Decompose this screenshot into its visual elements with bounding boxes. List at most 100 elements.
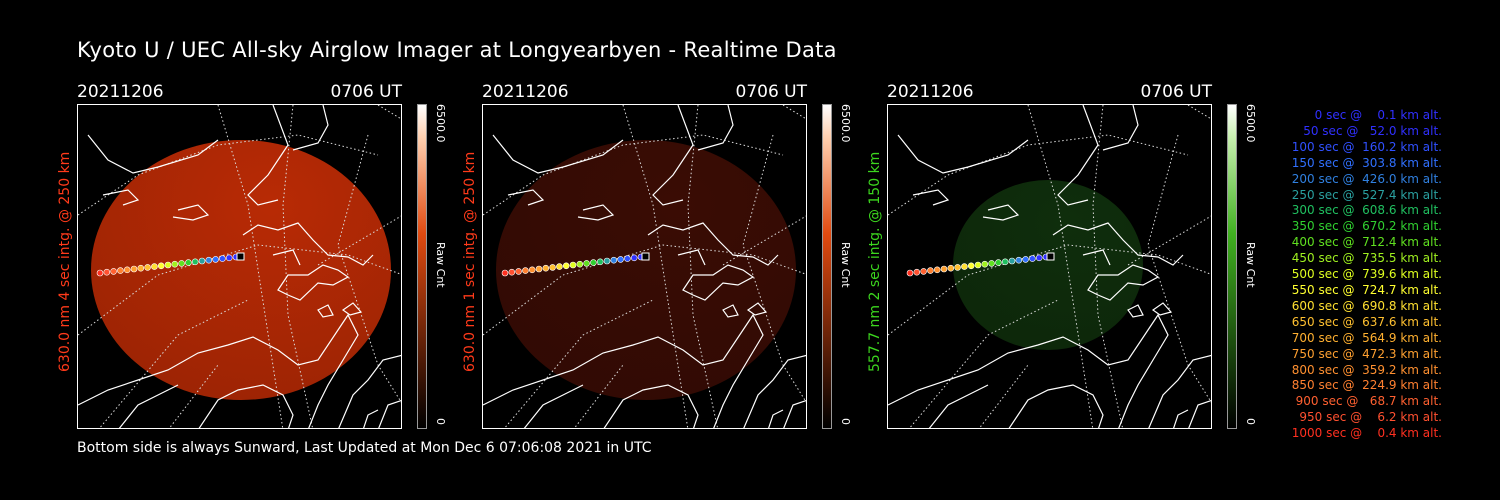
trajectory-point	[988, 260, 995, 267]
trajectory-point	[1008, 257, 1016, 265]
trajectory-point	[562, 262, 570, 270]
panel-date: 20211206	[482, 82, 569, 102]
legend-entry: 100 sec @ 160.2 km alt.	[1287, 139, 1442, 154]
trajectory-point	[205, 256, 213, 264]
coastline	[928, 384, 989, 428]
trajectory-point	[576, 260, 584, 268]
trajectory-legend: 0 sec @ 0.1 km alt. 50 sec @ 52.0 km alt…	[1288, 108, 1442, 442]
colorbar-max-label: 6500.0	[1244, 104, 1257, 143]
graticule-line	[483, 244, 806, 336]
coastline	[768, 409, 784, 428]
trajectory-point	[1001, 258, 1009, 266]
coastline	[492, 134, 624, 174]
airglow-image-field	[496, 140, 796, 400]
coastline	[912, 189, 950, 206]
legend-entry: 550 sec @ 724.7 km alt.	[1287, 282, 1442, 297]
graticule-line	[742, 134, 806, 403]
trajectory-point	[927, 267, 934, 274]
trajectory-point	[501, 269, 509, 277]
trajectory-point	[528, 266, 536, 274]
legend-entry: 950 sec @ 6.2 km alt.	[1295, 410, 1442, 425]
graticule-line	[888, 244, 1211, 336]
colorbar-min-label: 0	[839, 418, 852, 425]
coastline	[363, 409, 379, 428]
trajectory-point	[954, 264, 961, 271]
trajectory-point	[508, 268, 516, 276]
panel-time: 0706 UT	[735, 82, 808, 102]
coastline	[118, 384, 179, 428]
coastline	[1173, 409, 1189, 428]
legend-entry: 700 sec @ 564.9 km alt.	[1287, 330, 1442, 345]
trajectory-point	[913, 268, 921, 276]
coastline	[87, 134, 219, 174]
trajectory-point	[164, 261, 172, 269]
graticule-line	[687, 105, 719, 428]
trajectory-point	[1029, 255, 1036, 262]
legend-entry: 250 sec @ 527.4 km alt.	[1287, 187, 1442, 202]
trajectory-point	[995, 259, 1002, 266]
trajectory-point	[1015, 256, 1023, 264]
coastline	[888, 313, 1169, 428]
graticule-line	[1187, 105, 1211, 120]
trajectory-point	[515, 268, 522, 275]
trajectory-point	[171, 260, 179, 268]
legend-entry: 750 sec @ 472.3 km alt.	[1287, 346, 1442, 361]
colorbar	[417, 104, 427, 429]
trajectory-point	[556, 263, 563, 270]
coastline	[722, 304, 739, 318]
graticule-line	[337, 134, 401, 403]
trajectory-point	[542, 264, 550, 272]
trajectory-point	[933, 266, 941, 274]
graticule-line	[573, 364, 624, 428]
coastline	[483, 313, 764, 428]
trajectory-point	[212, 256, 219, 263]
coastline	[577, 204, 615, 221]
coastline	[341, 302, 363, 316]
coastline	[1052, 222, 1184, 266]
coastline	[523, 384, 584, 428]
trajectory-point	[198, 257, 206, 265]
coastline	[1151, 302, 1173, 316]
graticule-line	[1027, 105, 1094, 428]
coastline	[102, 189, 140, 206]
coastline	[1188, 400, 1211, 428]
trajectory-point	[123, 266, 131, 274]
allsky-image	[77, 104, 402, 429]
graticule-line	[909, 299, 1059, 428]
trajectory-point	[522, 267, 529, 274]
coastline	[1148, 354, 1211, 428]
graticule-line	[978, 364, 1029, 428]
trajectory-point	[630, 254, 638, 262]
legend-entry: 600 sec @ 690.8 km alt.	[1287, 298, 1442, 313]
graticule-line	[168, 364, 219, 428]
panel-wavelength-label: 557.7 nm 2 sec intg. @ 150 km	[867, 151, 883, 372]
colorbar	[1227, 104, 1237, 429]
graticule-line	[722, 215, 806, 266]
coastline	[647, 222, 779, 266]
trajectory-point	[225, 254, 233, 262]
panel-wavelength-label: 630.0 nm 4 sec intg. @ 250 km	[57, 151, 73, 372]
colorbar-unit-label: Raw Cnt	[839, 242, 852, 288]
trajectory-point	[178, 260, 185, 267]
legend-entry: 500 sec @ 739.6 km alt.	[1287, 267, 1442, 282]
trajectory-point	[103, 268, 111, 276]
airglow-image-field	[91, 140, 391, 400]
legend-entry: 150 sec @ 303.8 km alt.	[1287, 155, 1442, 170]
coastline	[783, 400, 806, 428]
trajectory-point	[1022, 256, 1029, 263]
allsky-image	[482, 104, 807, 429]
graticule-line	[377, 105, 401, 120]
footer-status: Bottom side is always Sunward, Last Upda…	[77, 440, 652, 456]
trajectory-point	[947, 264, 955, 272]
coastline	[277, 264, 350, 301]
graticule-line	[217, 105, 284, 428]
panel-date: 20211206	[887, 82, 974, 102]
trajectory-point	[590, 259, 597, 266]
coastline	[1127, 304, 1144, 318]
coastline	[272, 249, 301, 266]
colorbar-unit-label: Raw Cnt	[1244, 242, 1257, 288]
legend-entry: 50 sec @ 52.0 km alt.	[1295, 123, 1442, 138]
graticule-line	[483, 134, 784, 216]
legend-entry: 0 sec @ 0.1 km alt.	[1303, 108, 1442, 122]
trajectory-point	[151, 263, 158, 270]
